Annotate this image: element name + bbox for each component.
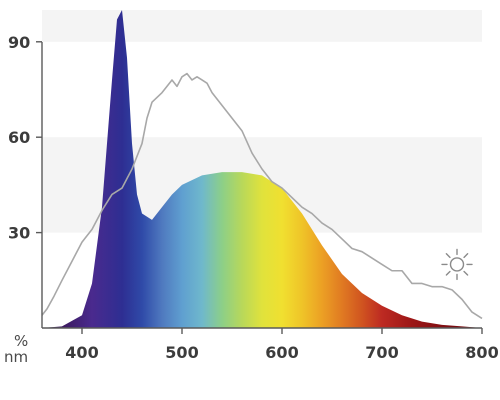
spectrum-fill-area [42, 10, 482, 328]
x-tick-label: 800 [465, 343, 498, 362]
y-unit-label: % [14, 332, 28, 350]
sun-ray [463, 270, 469, 276]
y-tick-label: 90 [8, 33, 30, 52]
sun-ray [463, 253, 469, 259]
y-axis-ticks: 30 60 90 [8, 33, 42, 243]
sun-ray [445, 270, 451, 276]
x-unit-label: nm [4, 348, 28, 366]
x-axis-ticks: 400 500 600 700 800 [65, 328, 499, 362]
sun-icon [441, 248, 473, 281]
sun-disc [449, 257, 465, 272]
x-tick-label: 600 [265, 343, 298, 362]
sun-ray [445, 253, 451, 259]
reference-spectrum-line [41, 72, 483, 320]
x-tick-label: 400 [65, 343, 98, 362]
x-tick-label: 700 [365, 343, 398, 362]
y-tick-label: 60 [8, 128, 30, 147]
y-tick-label: 30 [8, 224, 30, 243]
x-tick-label: 500 [165, 343, 198, 362]
background-band-1 [42, 10, 482, 42]
